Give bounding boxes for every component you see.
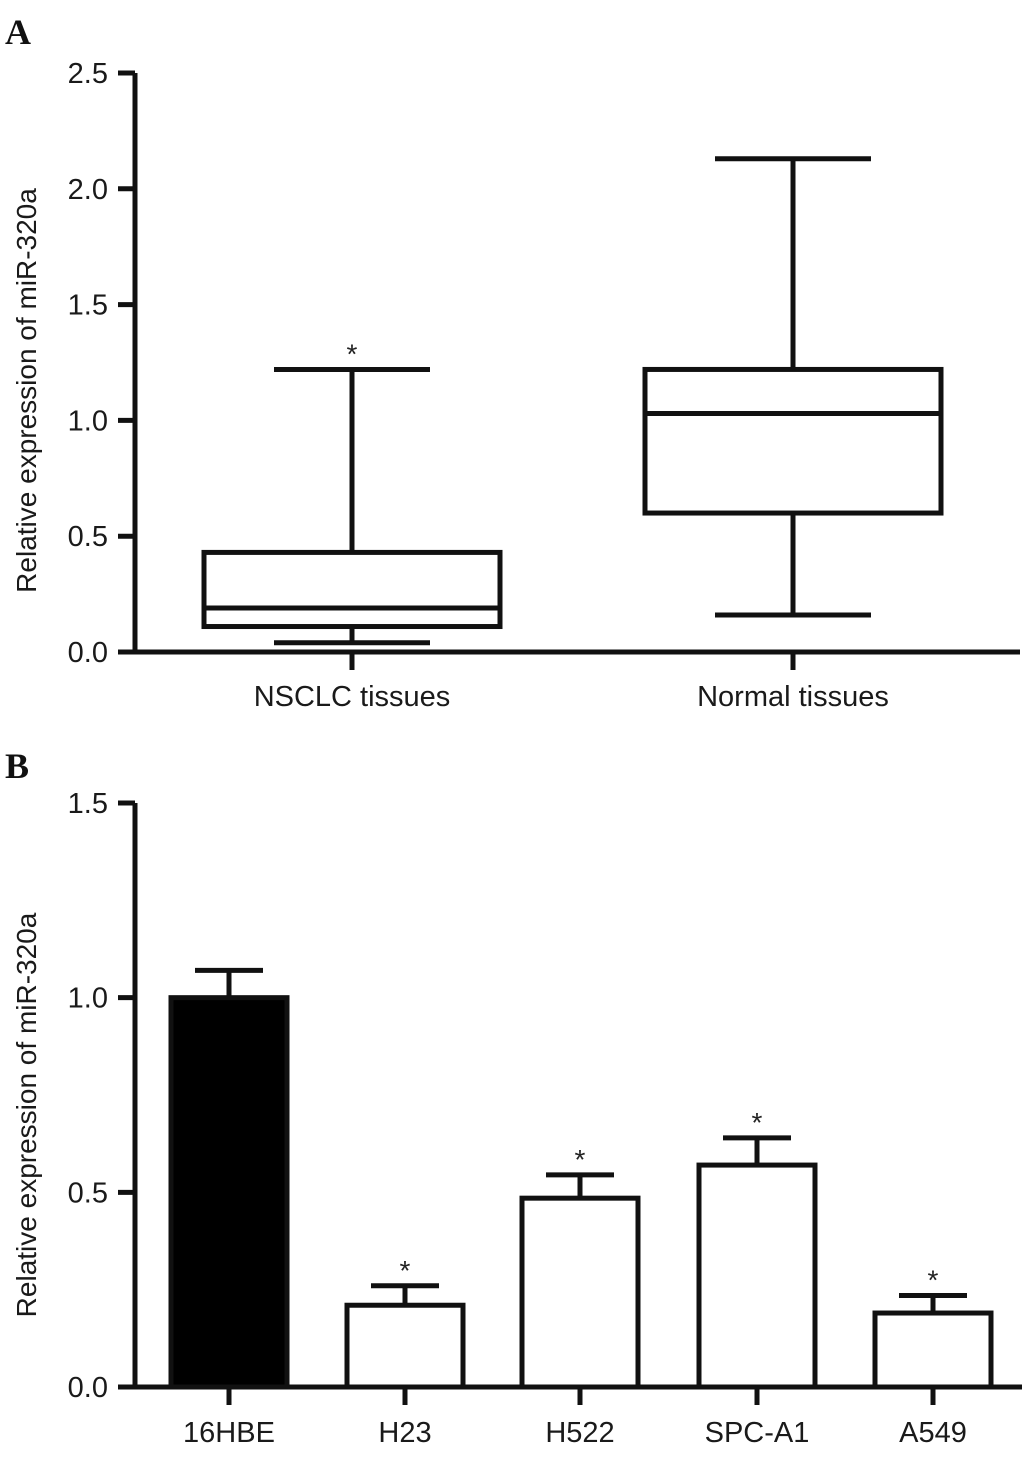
significance-star: * [575,1144,586,1175]
bar-group-1: 16HBE [168,967,290,1449]
panel-a: A 0.0 0.5 1.0 1.5 2.0 2.5 Relative expression o… [5,12,1020,713]
y-tick-label: 1.5 [68,290,108,322]
x-tick-label: Normal tissues [697,681,889,713]
y-tick-label: 1.0 [68,405,108,437]
x-tick-label: 16HBE [183,1417,275,1449]
x-tick-label: SPC-A1 [705,1417,810,1449]
panel-label-a: A [5,12,31,52]
y-tick-label: 0.5 [68,1177,108,1209]
x-tick-label: A549 [899,1417,967,1449]
y-tick-label: 1.5 [68,788,108,820]
significance-star: * [928,1265,939,1296]
y-tick-label: 2.5 [68,58,108,90]
panel-b: B 0.0 0.5 1.0 1.5 Relative expression of miR-… [5,746,1022,1449]
bar [519,1195,641,1390]
x-tick-label: H23 [378,1417,431,1449]
box-2: Normal tissues [642,156,944,713]
y-axis-label: Relative expression of miR-320a [11,912,42,1317]
bar-group-3: * H522 [519,1144,641,1449]
significance-star: * [400,1255,411,1286]
significance-star: * [752,1107,763,1138]
box-1: * NSCLC tissues [201,338,503,713]
y-tick-label: 1.0 [68,983,108,1015]
bar [696,1162,818,1390]
panel-label-b: B [5,746,29,786]
bar [168,995,290,1390]
y-tick-label: 0.5 [68,521,108,553]
x-tick-label: NSCLC tissues [254,681,451,713]
box-iqr [201,549,503,630]
bar [872,1310,994,1390]
significance-star: * [347,338,358,369]
bar-group-4: * SPC-A1 [696,1107,818,1449]
bar-group-5: * A549 [872,1265,994,1449]
x-tick-label: H522 [545,1417,614,1449]
box-iqr [642,366,944,516]
y-tick-label: 0.0 [68,1372,108,1404]
y-tick-label: 0.0 [68,637,108,669]
bar [344,1302,466,1390]
y-axis-label: Relative expression of miR-320a [11,188,42,593]
bar-group-2: * H23 [344,1255,466,1449]
y-tick-label: 2.0 [68,174,108,206]
